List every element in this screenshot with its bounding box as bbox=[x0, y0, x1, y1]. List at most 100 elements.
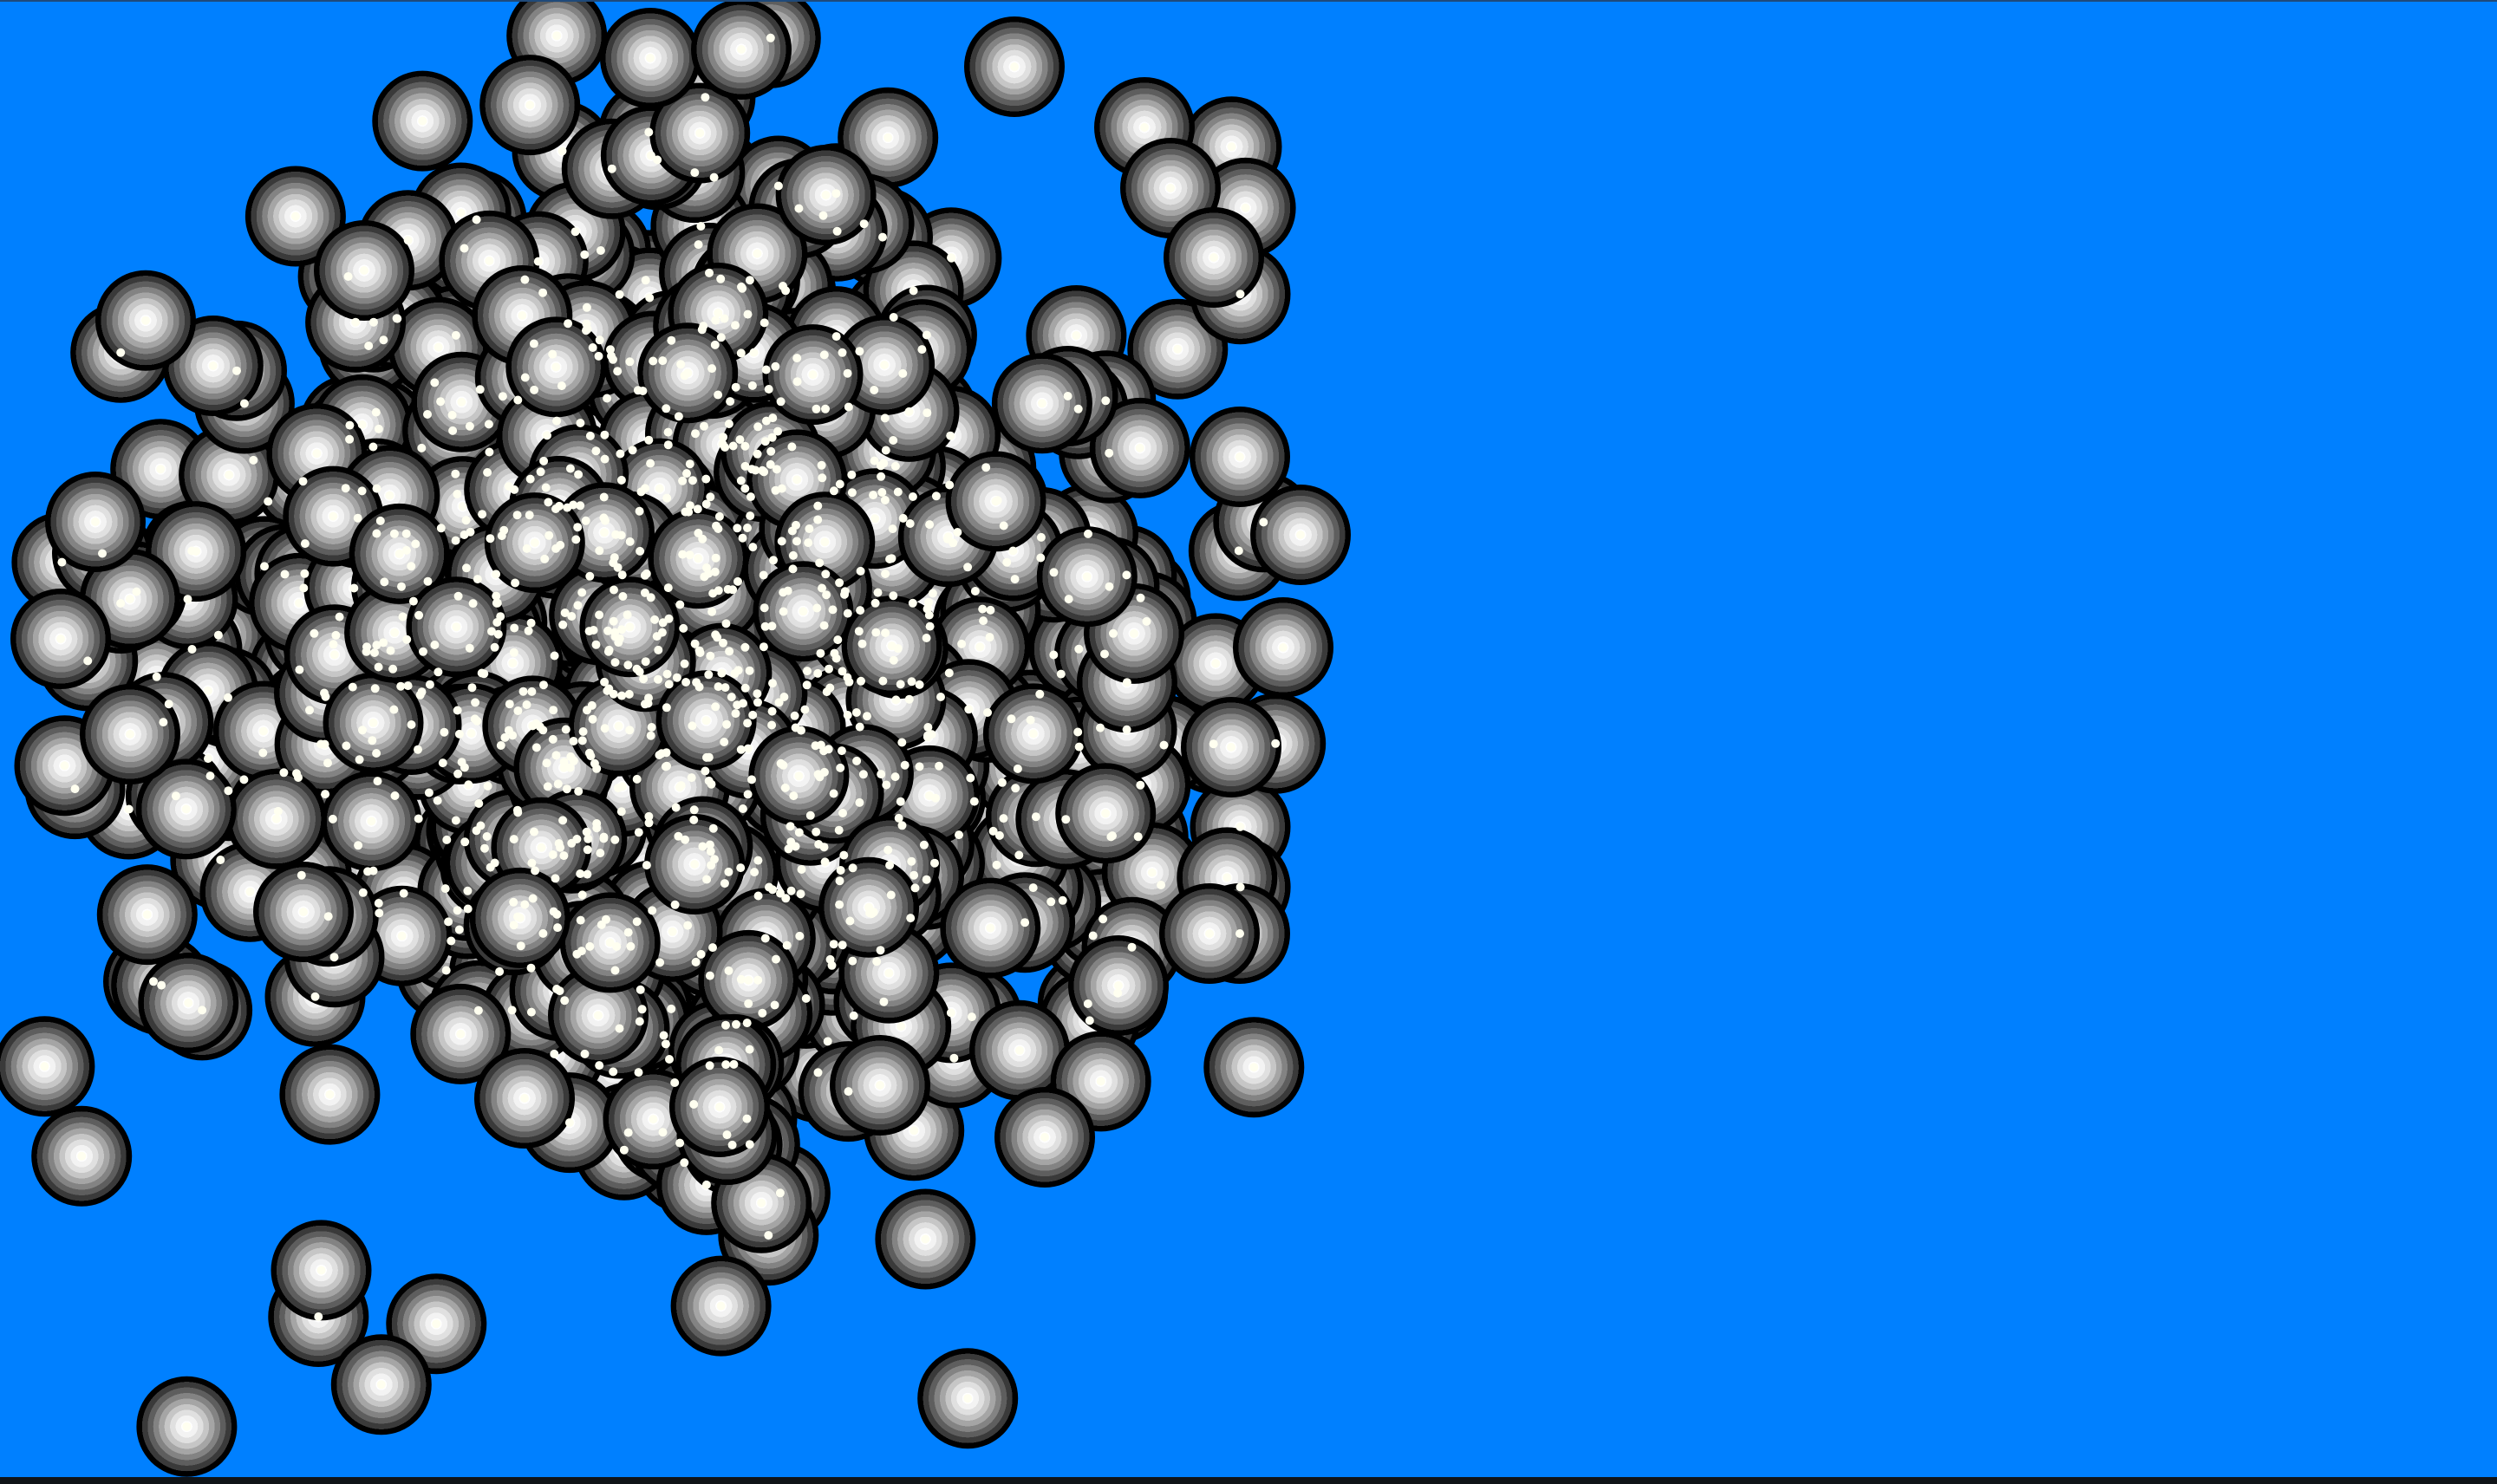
particle-core bbox=[509, 897, 518, 907]
particle-core bbox=[432, 1319, 441, 1329]
particle-core bbox=[805, 810, 815, 820]
particle-core bbox=[1096, 723, 1105, 732]
particle-core bbox=[407, 720, 416, 729]
particle-core bbox=[149, 977, 158, 986]
particle-core bbox=[909, 1126, 919, 1136]
particle-core bbox=[524, 626, 533, 635]
particle-core bbox=[701, 1180, 711, 1189]
particle-core bbox=[641, 276, 650, 285]
particle-core bbox=[997, 778, 1007, 787]
particle-core bbox=[596, 246, 605, 255]
particle-core bbox=[855, 347, 864, 356]
particle-core bbox=[1142, 616, 1151, 626]
particle-core bbox=[583, 706, 591, 715]
particle-core bbox=[758, 1008, 767, 1018]
particle-core bbox=[705, 971, 714, 980]
particle-core bbox=[623, 661, 633, 670]
particle-core bbox=[530, 538, 539, 548]
particle-core bbox=[609, 616, 618, 626]
particle-core bbox=[559, 851, 569, 861]
particle-core bbox=[588, 714, 597, 724]
particle-core bbox=[430, 378, 440, 387]
particle-core bbox=[376, 1380, 386, 1390]
particle-core bbox=[675, 783, 684, 792]
particle-core bbox=[537, 843, 546, 852]
particle-core bbox=[746, 511, 755, 521]
particle-core bbox=[310, 992, 320, 1001]
particle-core bbox=[712, 521, 720, 530]
particle-core bbox=[872, 957, 882, 967]
particle-core bbox=[836, 763, 845, 772]
particle-core bbox=[1008, 546, 1018, 556]
particle-core bbox=[320, 688, 329, 698]
particle-core bbox=[558, 816, 568, 825]
particle-core bbox=[767, 720, 777, 730]
particle-core bbox=[688, 721, 697, 731]
particle-core bbox=[829, 486, 838, 496]
particle-core bbox=[1020, 918, 1030, 928]
particle-core bbox=[530, 385, 539, 394]
particle-core bbox=[898, 368, 908, 378]
particle-core bbox=[553, 923, 563, 933]
particle-core bbox=[791, 723, 800, 732]
particle-core bbox=[329, 953, 339, 962]
particle-core bbox=[747, 465, 757, 474]
particle-core bbox=[1133, 832, 1143, 842]
particle-core bbox=[766, 33, 775, 42]
particle-core bbox=[440, 884, 450, 894]
particle-core bbox=[745, 276, 754, 285]
particle-core bbox=[531, 743, 541, 752]
particle-core bbox=[636, 546, 645, 556]
particle-core bbox=[182, 1422, 192, 1431]
particle-core bbox=[711, 630, 720, 640]
particle-core bbox=[978, 604, 988, 614]
particle-core bbox=[1227, 142, 1236, 152]
particle-core bbox=[831, 332, 841, 342]
particle-core bbox=[815, 558, 825, 568]
particle-core bbox=[390, 628, 400, 637]
particle-core bbox=[1088, 931, 1098, 941]
particle-core bbox=[729, 1059, 739, 1069]
particle-core bbox=[792, 475, 802, 485]
particle-core bbox=[626, 941, 636, 951]
particle-core bbox=[577, 736, 587, 745]
particle-core bbox=[509, 648, 518, 657]
particle-core bbox=[786, 822, 795, 831]
particle-core bbox=[408, 596, 418, 606]
particle-core bbox=[753, 698, 762, 707]
particle-core bbox=[434, 342, 443, 352]
particle-core bbox=[396, 681, 406, 691]
particle-core bbox=[360, 266, 368, 275]
particle-core bbox=[812, 827, 821, 836]
particle-core bbox=[1037, 399, 1046, 408]
particle-core bbox=[836, 866, 845, 875]
particle-core bbox=[790, 711, 799, 720]
particle-core bbox=[676, 360, 686, 369]
particle-core bbox=[738, 283, 747, 293]
particle-core bbox=[701, 474, 711, 484]
particle-core bbox=[372, 484, 381, 493]
particle-core bbox=[572, 835, 582, 843]
particle-core bbox=[152, 672, 161, 681]
particle-core bbox=[603, 394, 612, 403]
particle-core bbox=[645, 293, 655, 303]
particle-core bbox=[1166, 184, 1175, 192]
particle-core bbox=[647, 723, 656, 732]
particle-core bbox=[294, 773, 303, 782]
particle-core bbox=[649, 1115, 658, 1124]
particle-core bbox=[505, 700, 514, 709]
particle-core bbox=[905, 519, 915, 528]
particle-core bbox=[362, 647, 371, 656]
particle-core bbox=[560, 609, 570, 617]
particle-core bbox=[943, 532, 953, 542]
particle-core bbox=[156, 465, 166, 474]
particle-core bbox=[857, 639, 867, 648]
particle-core bbox=[725, 647, 734, 656]
particle-core bbox=[733, 524, 742, 533]
particle-core bbox=[538, 928, 548, 938]
particle-core bbox=[548, 850, 557, 859]
particle-core bbox=[704, 670, 714, 680]
particle-core bbox=[923, 604, 932, 614]
particle-core bbox=[548, 349, 557, 359]
particle-core bbox=[526, 963, 536, 973]
